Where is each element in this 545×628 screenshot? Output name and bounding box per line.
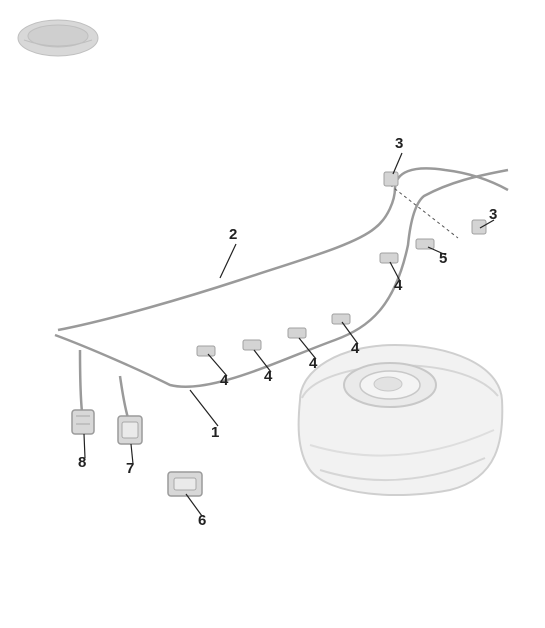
connector-7 [118,416,142,444]
callout-3a: 3 [395,135,403,152]
callout-4b: 4 [264,368,272,385]
connector-6 [168,472,202,496]
callout-6: 6 [198,512,206,529]
fuel-line-1 [55,170,508,387]
callout-4c: 4 [309,355,317,372]
callout-3b: 3 [489,206,497,223]
bracket-8 [72,410,94,434]
callout-5: 5 [439,250,447,267]
fuel-branch-7 [120,376,128,418]
callout-8: 8 [78,454,86,471]
callout-4a: 4 [220,372,228,389]
callout-2: 2 [229,226,237,243]
callout-4d: 4 [351,340,359,357]
diagram-stage: 1 2 3 3 4 4 4 4 4 5 6 7 8 [0,0,545,628]
callout-7: 7 [126,460,134,477]
vehicle-icon [18,20,98,56]
dash-guide [390,185,458,238]
callout-1: 1 [211,424,219,441]
leaders [84,153,494,516]
diagram-art [0,0,545,628]
fuel-branch-8 [80,350,82,412]
fuel-tank [299,345,503,495]
callout-4e: 4 [394,277,402,294]
